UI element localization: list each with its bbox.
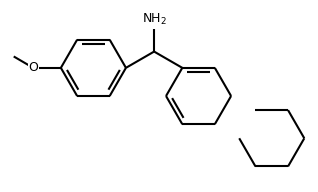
Text: NH$_2$: NH$_2$ <box>142 12 167 27</box>
Text: O: O <box>28 61 38 74</box>
